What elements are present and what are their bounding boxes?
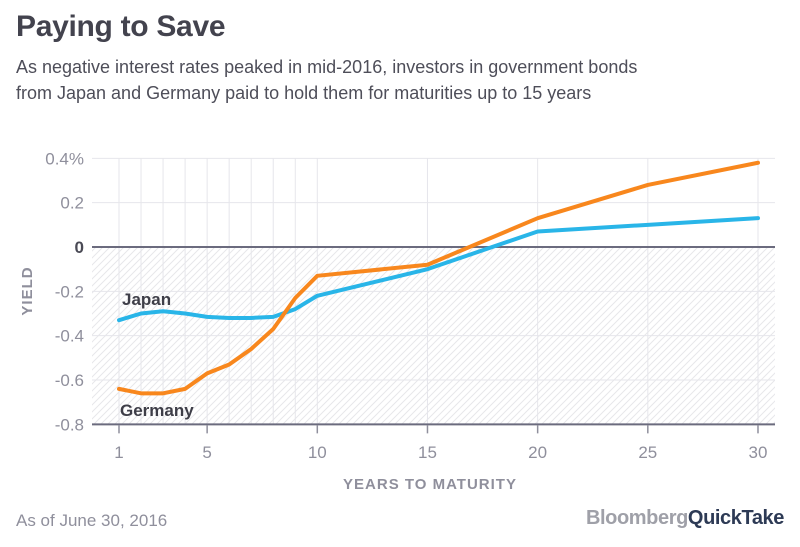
x-tick-label: 30	[749, 443, 768, 462]
yield-curve-chart: 0.4%0.20-0.2-0.4-0.6-0.81 5 10 15 20 25 30 Jap…	[19, 149, 775, 493]
subtitle-line-2: from Japan and Germany paid to hold them…	[16, 83, 592, 103]
quicktake-wordmark: QuickTake	[687, 507, 784, 529]
y-axis-title: YIELD	[19, 266, 36, 315]
x-tick-label: 10	[308, 443, 327, 462]
bloomberg-quicktake-logo: BloombergQuickTake	[586, 507, 784, 530]
subtitle-line-1: As negative interest rates peaked in mid…	[16, 57, 638, 77]
series-label-germany: Germany	[120, 401, 194, 420]
y-tick-label: -0.8	[55, 415, 84, 434]
y-tick-label: -0.6	[55, 371, 84, 390]
bloomberg-wordmark: Bloomberg	[585, 507, 688, 529]
series-label-japan: Japan	[122, 290, 171, 309]
x-tick-label: 25	[638, 443, 657, 462]
x-tick-label: 20	[528, 443, 547, 462]
x-tick-label: 5	[202, 443, 211, 462]
x-tick-label: 1	[114, 443, 123, 462]
y-tick-label: 0.4%	[45, 149, 84, 168]
y-tick-label: -0.2	[55, 282, 84, 301]
y-tick-label: 0.2	[60, 194, 84, 213]
chart-series-layer	[117, 160, 760, 396]
y-tick-label: 0	[75, 238, 84, 257]
germany-line	[117, 160, 760, 396]
x-axis-title: YEARS TO MATURITY	[343, 476, 517, 493]
x-tick-label: 15	[418, 443, 437, 462]
as-of-date: As of June 30, 2016	[16, 511, 168, 530]
y-tick-label: -0.4	[55, 327, 84, 346]
japan-line	[117, 216, 760, 323]
chart-grid-layer: 0.4%0.20-0.2-0.4-0.6-0.81 5 10 15 20 25 30	[45, 149, 775, 462]
page-title: Paying to Save	[16, 10, 226, 43]
chart-subtitle: As negative interest rates peaked in mid…	[16, 54, 637, 106]
